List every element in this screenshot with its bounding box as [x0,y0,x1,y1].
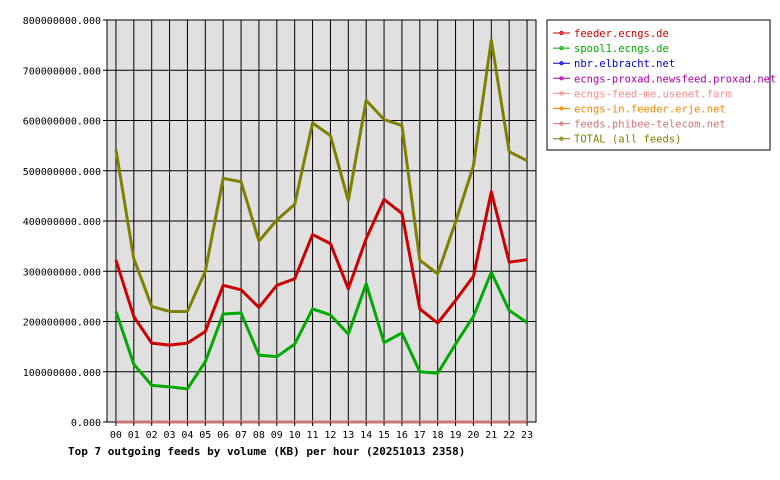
x-tick-label: 11 [307,430,319,441]
legend-marker [559,61,564,66]
y-tick-label: 700000000.000 [23,66,101,77]
x-tick-label: 13 [342,430,354,441]
legend-marker [559,106,564,111]
legend-box [546,19,771,151]
x-tick-label: 16 [396,430,408,441]
legend-label: TOTAL (all feeds) [574,134,681,146]
legend-item: ecngs-proxad.newsfeed.proxad.net [553,73,776,85]
series-line-total-all-feeds [114,38,528,313]
chart-title: Top 7 outgoing feeds by volume (KB) per … [68,445,465,458]
legend-item: ecngs-feed-me.usenet.farm [553,88,732,100]
legend-item: feeder.ecngs.de [553,28,669,40]
axes: 0.000 100000000.000 200000000.000 300000000… [23,16,533,441]
legend-item: spool1.ecngs.de [553,43,669,55]
legend-item: ecngs-in.feeder.erje.net [553,104,726,116]
x-tick-label: 10 [289,430,301,441]
x-tick-label: 02 [146,430,158,441]
legend-item: TOTAL (all feeds) [553,134,681,146]
y-tick-label: 800000000.000 [23,16,101,27]
legend: feeder.ecngs.de spool1.ecngs.de nbr.elbrac… [553,28,776,146]
y-tick-label: 500000000.000 [23,167,101,178]
x-tick-label: 05 [199,430,211,441]
legend-marker [559,91,564,96]
x-tick-label: 07 [235,430,247,441]
x-tick-label: 20 [467,430,479,441]
legend-marker [559,30,564,36]
legend-label: ecngs-feed-me.usenet.farm [574,88,732,100]
y-tick-label: 200000000.000 [23,318,101,329]
x-tick-label: 15 [378,430,390,441]
legend-label: feeder.ecngs.de [574,28,669,40]
x-tick-label: 03 [164,430,176,441]
legend-item: feeds.phibee-telecom.net [553,119,726,131]
legend-marker [559,121,564,126]
x-tick-label: 19 [450,430,462,441]
x-tick-label: 00 [110,430,122,441]
y-tick-label: 600000000.000 [23,117,101,128]
legend-label: nbr.elbracht.net [574,58,675,70]
y-tick-label: 300000000.000 [23,267,101,278]
legend-label: spool1.ecngs.de [574,43,669,55]
legend-label: feeds.phibee-telecom.net [574,119,726,131]
legend-label: ecngs-proxad.newsfeed.proxad.net [574,73,776,85]
x-tick-label: 04 [181,430,193,441]
legend-label: ecngs-in.feeder.erje.net [574,104,726,116]
series-line-feeder-ecngs-de [114,190,528,347]
series-line-spool1-ecngs-de [114,270,528,391]
x-tick-label: 21 [485,430,497,441]
legend-marker [559,136,564,141]
x-tick-label: 09 [271,430,283,441]
x-tick-label: 06 [217,430,229,441]
x-tick-label: 18 [432,430,444,441]
x-tick-label: 14 [360,430,372,441]
series-layer [114,38,528,424]
x-tick-label: 17 [414,430,426,441]
y-tick-label: 0.000 [71,418,101,429]
x-tick-label: 01 [128,430,140,441]
x-tick-label: 08 [253,430,265,441]
x-tick-label: 23 [521,430,533,441]
y-tick-label: 400000000.000 [23,217,101,228]
legend-item: nbr.elbracht.net [553,58,675,70]
x-tick-label: 12 [324,430,336,441]
legend-marker [559,76,564,81]
x-tick-label: 22 [503,430,515,441]
legend-marker [559,46,564,51]
y-tick-label: 100000000.000 [23,368,101,379]
